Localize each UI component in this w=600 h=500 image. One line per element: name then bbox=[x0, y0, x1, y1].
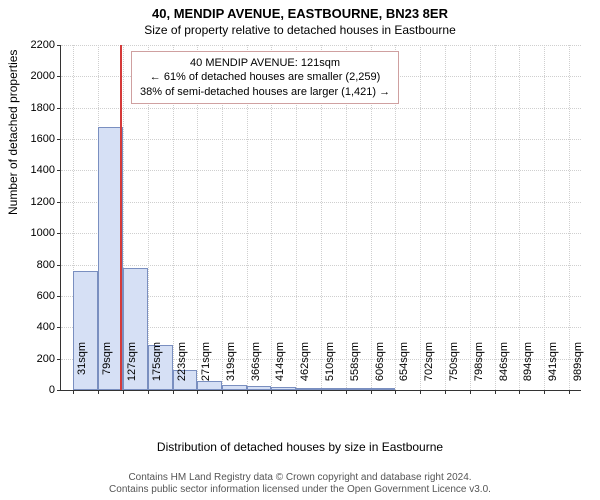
x-tick-label: 366sqm bbox=[250, 342, 262, 392]
y-tick-label: 1400 bbox=[15, 164, 55, 176]
x-tick-label: 750sqm bbox=[448, 342, 460, 392]
y-tick-label: 1200 bbox=[15, 196, 55, 208]
annotation-box: 40 MENDIP AVENUE: 121sqm← 61% of detache… bbox=[131, 51, 399, 104]
x-tick-label: 558sqm bbox=[349, 342, 361, 392]
x-tick-label: 79sqm bbox=[101, 342, 113, 392]
x-tick-label: 894sqm bbox=[522, 342, 534, 392]
annotation-line: 38% of semi-detached houses are larger (… bbox=[140, 85, 390, 99]
gridline-v bbox=[495, 45, 496, 390]
x-tick-label: 414sqm bbox=[274, 342, 286, 392]
y-tick-label: 400 bbox=[15, 321, 55, 333]
y-tick-label: 2000 bbox=[15, 70, 55, 82]
y-tick-label: 1000 bbox=[15, 227, 55, 239]
gridline-v bbox=[544, 45, 545, 390]
y-tick-label: 1600 bbox=[15, 133, 55, 145]
x-tick-label: 798sqm bbox=[473, 342, 485, 392]
y-tick-label: 600 bbox=[15, 290, 55, 302]
gridline-v bbox=[519, 45, 520, 390]
x-tick-label: 702sqm bbox=[423, 342, 435, 392]
x-tick-label: 846sqm bbox=[498, 342, 510, 392]
y-tick-label: 200 bbox=[15, 353, 55, 365]
x-tick-label: 941sqm bbox=[547, 342, 559, 392]
x-axis-label: Distribution of detached houses by size … bbox=[0, 440, 600, 454]
chart-title-sub: Size of property relative to detached ho… bbox=[0, 21, 600, 37]
x-tick-label: 510sqm bbox=[324, 342, 336, 392]
x-tick-label: 31sqm bbox=[76, 342, 88, 392]
footer-line-1: Contains HM Land Registry data © Crown c… bbox=[0, 472, 600, 484]
gridline-v bbox=[569, 45, 570, 390]
gridline-v bbox=[470, 45, 471, 390]
x-tick-label: 606sqm bbox=[374, 342, 386, 392]
y-tick-label: 0 bbox=[15, 384, 55, 396]
chart-container: 40, MENDIP AVENUE, EASTBOURNE, BN23 8ER … bbox=[0, 0, 600, 500]
y-tick-label: 1800 bbox=[15, 102, 55, 114]
y-tick-label: 2200 bbox=[15, 39, 55, 51]
x-tick-label: 223sqm bbox=[176, 342, 188, 392]
plot-area: 40 MENDIP AVENUE: 121sqm← 61% of detache… bbox=[60, 45, 581, 391]
gridline-v bbox=[445, 45, 446, 390]
annotation-line: 40 MENDIP AVENUE: 121sqm bbox=[140, 56, 390, 70]
annotation-line: ← 61% of detached houses are smaller (2,… bbox=[140, 70, 390, 84]
x-tick-label: 462sqm bbox=[299, 342, 311, 392]
chart-title-main: 40, MENDIP AVENUE, EASTBOURNE, BN23 8ER bbox=[0, 0, 600, 21]
gridline-v bbox=[420, 45, 421, 390]
x-tick-label: 989sqm bbox=[572, 342, 584, 392]
footer-line-2: Contains public sector information licen… bbox=[0, 484, 600, 496]
x-tick-label: 127sqm bbox=[126, 342, 138, 392]
x-tick-label: 175sqm bbox=[151, 342, 163, 392]
x-tick-label: 271sqm bbox=[200, 342, 212, 392]
y-tick-label: 800 bbox=[15, 259, 55, 271]
footer-attribution: Contains HM Land Registry data © Crown c… bbox=[0, 472, 600, 496]
reference-vline bbox=[120, 45, 122, 390]
x-tick-label: 319sqm bbox=[225, 342, 237, 392]
x-tick-label: 654sqm bbox=[398, 342, 410, 392]
